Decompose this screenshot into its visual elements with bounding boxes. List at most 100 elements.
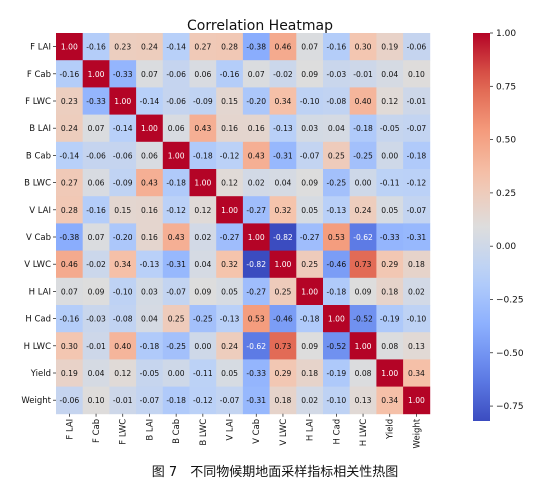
- heatmap-cell: [349, 141, 377, 170]
- row-label: Weight: [21, 396, 51, 406]
- heatmap-cell: [162, 196, 190, 224]
- chart-title: Correlation Heatmap: [187, 18, 333, 34]
- cell-value-label: 1.00: [194, 179, 211, 188]
- heatmap-cell: [56, 332, 84, 360]
- heatmap-cell: [82, 87, 110, 115]
- cell-value-label: -0.18: [327, 287, 347, 296]
- cell-value-label: -0.18: [140, 342, 160, 351]
- cell-value-label: 0.12: [221, 179, 238, 188]
- cell-value-label: -0.07: [407, 124, 427, 133]
- cell-value-label: 0.23: [114, 43, 131, 52]
- heatmap-cell: [323, 87, 351, 115]
- cell-value-label: -0.16: [60, 315, 80, 324]
- colorbar-tick-label: 0.00: [496, 242, 516, 252]
- heatmap-cell: [323, 223, 351, 251]
- cell-value-label: -0.19: [327, 369, 347, 378]
- cell-value-label: 0.18: [274, 396, 291, 405]
- cell-value-label: -0.06: [166, 70, 186, 79]
- cell-value-label: 0.10: [88, 396, 105, 405]
- cell-value-label: 0.24: [221, 342, 238, 351]
- heatmap-cell: [82, 60, 110, 88]
- heatmap-cell: [189, 359, 217, 387]
- heatmap-cell: [136, 33, 164, 61]
- cell-value-label: -0.09: [193, 97, 213, 106]
- heatmap-cell: [189, 33, 217, 61]
- cell-value-label: 0.32: [221, 260, 238, 269]
- cell-value-label: 0.02: [301, 396, 318, 405]
- heatmap-cell: [403, 386, 431, 415]
- heatmap-cell: [82, 141, 110, 170]
- cell-value-label: 0.25: [274, 287, 291, 296]
- heatmap-cell: [189, 332, 217, 360]
- cell-value-label: -0.06: [86, 151, 106, 160]
- cell-value-label: -0.01: [113, 396, 133, 405]
- cell-value-label: 0.16: [141, 233, 158, 242]
- heatmap-cell: [269, 386, 297, 415]
- cell-value-label: -0.27: [300, 233, 320, 242]
- correlation-heatmap-figure: Correlation Heatmap 1.00 -0.16 0.23 0.24 -0.…: [21, 18, 523, 448]
- cell-value-label: -0.33: [86, 97, 106, 106]
- heatmap-cell: [376, 169, 404, 197]
- cell-value-label: 0.34: [114, 260, 131, 269]
- heatmap-cell: [216, 277, 244, 306]
- column-label: V LWC: [279, 419, 289, 446]
- heatmap-cell: [296, 141, 324, 170]
- cell-value-label: -0.38: [60, 233, 80, 242]
- heatmap-cell: [189, 87, 217, 115]
- heatmap-cell: [242, 305, 270, 333]
- heatmap-cell: [376, 359, 404, 387]
- heatmap-cell: [376, 87, 404, 115]
- heatmap-cell: [323, 332, 351, 360]
- cell-value-label: -0.19: [380, 315, 400, 324]
- cell-value-label: -0.18: [300, 315, 320, 324]
- cell-value-label: 0.07: [61, 287, 78, 296]
- cell-value-label: 1.00: [88, 70, 105, 79]
- cell-value-label: -0.27: [246, 287, 266, 296]
- cell-value-label: -0.06: [113, 151, 133, 160]
- cell-value-label: -0.01: [407, 97, 427, 106]
- cell-value-label: 0.30: [61, 342, 78, 351]
- heatmap-cell: [82, 114, 110, 143]
- cell-value-label: -0.06: [166, 97, 186, 106]
- heatmap-cell: [216, 196, 244, 224]
- column-label: F LWC: [119, 419, 129, 445]
- heatmap-cell: [162, 33, 190, 61]
- cell-value-label: 0.05: [221, 369, 238, 378]
- cell-value-label: 1.00: [274, 260, 291, 269]
- cell-value-label: -0.16: [327, 43, 347, 52]
- cell-value-label: -0.07: [220, 396, 240, 405]
- heatmap-cell: [162, 386, 190, 415]
- heatmap-cell: [403, 169, 431, 197]
- heatmap-cell: [403, 359, 431, 387]
- heatmap-cell: [403, 250, 431, 279]
- heatmap-cell: [216, 250, 244, 279]
- heatmap-cell: [349, 87, 377, 115]
- cell-value-label: 0.06: [194, 70, 211, 79]
- heatmap-cell: [189, 305, 217, 333]
- cell-value-label: -0.10: [407, 315, 427, 324]
- heatmap-cell: [136, 250, 164, 279]
- heatmap-cell: [296, 277, 324, 306]
- cell-value-label: -0.05: [380, 124, 400, 133]
- heatmap-cell: [242, 114, 270, 143]
- heatmap-cell: [296, 332, 324, 360]
- heatmap-cell: [162, 223, 190, 251]
- heatmap-cell: [109, 359, 137, 387]
- cell-value-label: 0.43: [194, 124, 211, 133]
- row-label: F LWC: [25, 97, 51, 107]
- heatmap-cell: [323, 196, 351, 224]
- cell-value-label: 0.07: [301, 43, 318, 52]
- cell-value-label: 0.16: [221, 124, 238, 133]
- cell-value-label: -0.10: [327, 396, 347, 405]
- cell-value-label: 0.13: [355, 396, 372, 405]
- heatmap-cell: [296, 250, 324, 279]
- heatmap-cell: [269, 114, 297, 143]
- heatmap-cell: [136, 305, 164, 333]
- cell-value-label: 0.09: [301, 70, 318, 79]
- heatmap-cell: [136, 359, 164, 387]
- heatmap-cell: [403, 114, 431, 143]
- heatmap-cell: [82, 250, 110, 279]
- heatmap-cell: [56, 169, 84, 197]
- cell-value-label: 0.40: [355, 97, 372, 106]
- heatmap-cell: [56, 60, 84, 88]
